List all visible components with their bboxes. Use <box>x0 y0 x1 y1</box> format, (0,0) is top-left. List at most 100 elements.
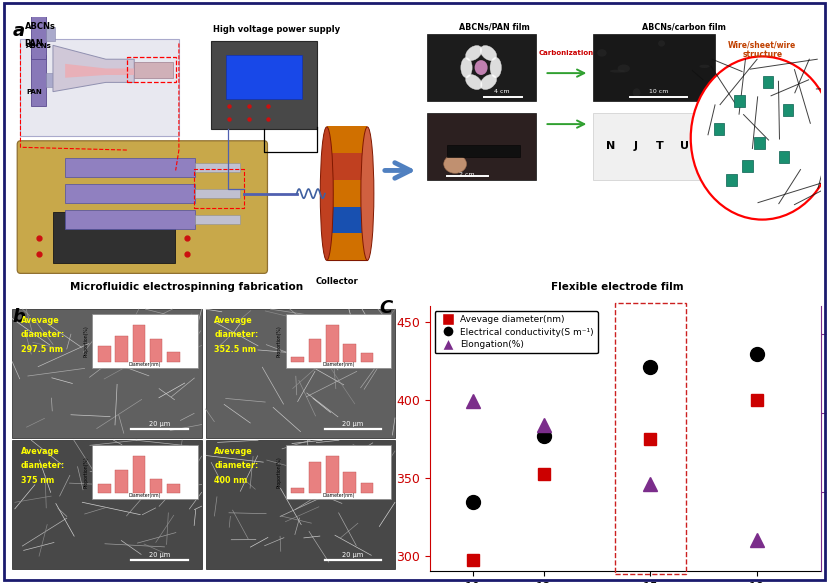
Text: Proportion(%): Proportion(%) <box>277 325 282 357</box>
FancyBboxPatch shape <box>21 39 179 136</box>
Text: Microfluidic electrospinning fabrication: Microfluidic electrospinning fabrication <box>70 282 303 292</box>
Bar <box>286 445 391 499</box>
Text: N: N <box>606 141 615 152</box>
Text: ABCNs: ABCNs <box>26 43 52 49</box>
Bar <box>326 126 367 153</box>
Text: Avevage: Avevage <box>214 447 253 456</box>
Ellipse shape <box>479 75 496 90</box>
Bar <box>167 484 180 493</box>
Bar <box>226 55 302 99</box>
Bar <box>134 62 173 78</box>
Circle shape <box>690 57 828 220</box>
Bar <box>92 445 198 499</box>
Text: 10 cm: 10 cm <box>647 89 667 94</box>
Bar <box>53 212 175 263</box>
Text: diameter:: diameter: <box>21 331 65 339</box>
Polygon shape <box>53 45 134 92</box>
Bar <box>65 159 195 177</box>
Text: PAN: PAN <box>26 89 42 94</box>
Bar <box>211 41 316 129</box>
Bar <box>150 479 162 493</box>
Bar <box>46 73 55 87</box>
Text: PAN: PAN <box>25 39 43 48</box>
Text: 4 cm: 4 cm <box>493 89 509 94</box>
FancyBboxPatch shape <box>17 141 267 273</box>
Bar <box>778 150 788 163</box>
Text: diameter:: diameter: <box>214 461 258 470</box>
Bar <box>286 314 391 368</box>
Ellipse shape <box>617 65 629 72</box>
Ellipse shape <box>632 88 639 97</box>
Text: 20 μm: 20 μm <box>149 421 170 427</box>
Text: Diameter(nm): Diameter(nm) <box>128 493 161 498</box>
Ellipse shape <box>489 57 501 78</box>
Text: diameter:: diameter: <box>214 331 258 339</box>
Text: b: b <box>12 308 25 326</box>
Bar <box>65 210 195 229</box>
Ellipse shape <box>320 127 333 261</box>
Text: Diameter(nm): Diameter(nm) <box>128 361 161 367</box>
Ellipse shape <box>465 75 481 90</box>
Text: Diameter(nm): Diameter(nm) <box>322 493 354 498</box>
Bar <box>713 122 724 135</box>
Text: Wire/sheet/wire: Wire/sheet/wire <box>727 41 796 50</box>
Bar <box>343 343 355 362</box>
Text: 352.5 nm: 352.5 nm <box>214 345 256 354</box>
Text: Avevage: Avevage <box>21 316 60 325</box>
Ellipse shape <box>479 45 496 61</box>
Text: diameter:: diameter: <box>21 461 65 470</box>
Bar <box>195 163 239 173</box>
Bar <box>12 309 201 438</box>
Ellipse shape <box>360 127 373 261</box>
Text: 400 nm: 400 nm <box>214 476 248 485</box>
Bar <box>782 104 792 116</box>
Bar <box>31 55 46 106</box>
Bar <box>725 174 736 186</box>
Text: 20 μm: 20 μm <box>342 552 363 558</box>
Bar <box>326 234 367 261</box>
Text: Collector: Collector <box>315 277 359 286</box>
Bar <box>326 153 367 180</box>
Bar <box>753 136 764 149</box>
Text: 20 μm: 20 μm <box>342 421 363 427</box>
Text: Diameter(nm): Diameter(nm) <box>322 361 354 367</box>
Bar <box>734 95 744 107</box>
Bar <box>326 206 367 234</box>
Bar <box>291 357 304 362</box>
Text: ABCNs/carbon film: ABCNs/carbon film <box>641 22 725 31</box>
Bar <box>343 472 355 493</box>
Bar <box>741 160 752 172</box>
Bar <box>12 440 201 568</box>
Bar <box>92 314 198 368</box>
Bar <box>308 339 320 362</box>
Text: U: U <box>679 141 688 152</box>
Ellipse shape <box>443 154 466 173</box>
Text: C: C <box>379 298 392 317</box>
Bar <box>326 180 367 206</box>
Text: Carbonization: Carbonization <box>538 50 594 57</box>
Bar <box>308 462 320 493</box>
Bar <box>65 184 195 203</box>
Text: Proportion(%): Proportion(%) <box>277 456 282 488</box>
Text: Avevage: Avevage <box>214 316 253 325</box>
Ellipse shape <box>657 40 664 47</box>
Text: J: J <box>633 141 637 152</box>
Bar <box>46 27 55 41</box>
Bar <box>195 215 239 224</box>
Bar <box>360 353 373 362</box>
Bar <box>132 325 145 362</box>
Bar <box>150 339 162 362</box>
Bar <box>325 456 338 493</box>
Text: 375 nm: 375 nm <box>21 476 54 485</box>
Text: 297.5 nm: 297.5 nm <box>21 345 63 354</box>
Bar <box>31 8 46 59</box>
Bar <box>132 456 145 493</box>
Bar <box>167 352 180 362</box>
Legend: Avevage diameter(nm), Electrical conductivity(S m⁻¹), Elongation(%): Avevage diameter(nm), Electrical conduct… <box>434 311 597 353</box>
Bar <box>614 303 685 574</box>
Bar <box>205 309 394 438</box>
Bar <box>426 34 536 101</box>
Text: Avevage: Avevage <box>21 447 60 456</box>
Bar <box>115 470 128 493</box>
Text: structure: structure <box>741 50 782 59</box>
